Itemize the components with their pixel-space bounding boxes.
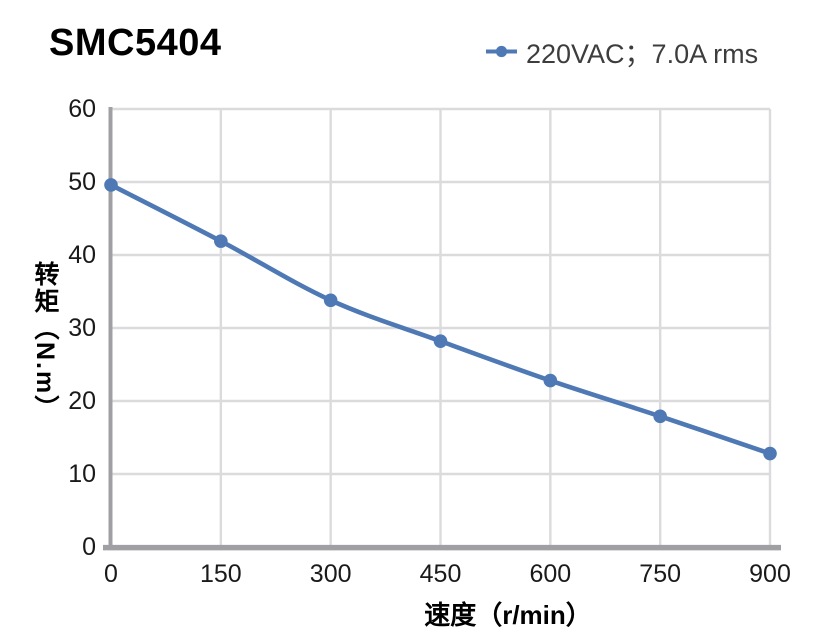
data-point-marker [653, 409, 667, 424]
x-axis-title: 速度（r/min） [424, 600, 592, 630]
data-point-marker [104, 178, 118, 192]
x-tick-label: 900 [749, 560, 791, 588]
y-tick-label: 0 [82, 533, 96, 561]
y-axis-title: 转矩（N.m） [31, 261, 59, 423]
legend-label: 220VAC；7.0A rms [526, 39, 759, 69]
legend-line-dot-icon [486, 45, 517, 58]
y-tick-label: 30 [68, 314, 96, 342]
y-tick-label: 20 [68, 387, 96, 415]
x-tick-label: 600 [529, 560, 572, 588]
data-point-marker [763, 446, 777, 461]
x-tick-label: 150 [199, 560, 242, 588]
legend: 220VAC；7.0A rms [486, 32, 758, 71]
y-tick-label: 60 [68, 95, 96, 123]
data-point-marker [323, 293, 338, 308]
plot-area [103, 107, 781, 551]
data-point-marker [543, 373, 558, 388]
chart-title: SMC5404 [49, 22, 222, 64]
y-tick-label: 40 [68, 241, 96, 269]
y-tick-label: 50 [68, 168, 96, 196]
x-tick-label: 300 [309, 560, 352, 588]
data-point-marker [214, 234, 228, 248]
x-tick-label: 750 [639, 560, 682, 588]
data-point-marker [433, 334, 448, 348]
chart-svg [103, 107, 781, 551]
y-tick-label: 10 [68, 460, 96, 488]
x-tick-label: 0 [104, 560, 118, 588]
x-tick-label: 450 [419, 560, 462, 588]
